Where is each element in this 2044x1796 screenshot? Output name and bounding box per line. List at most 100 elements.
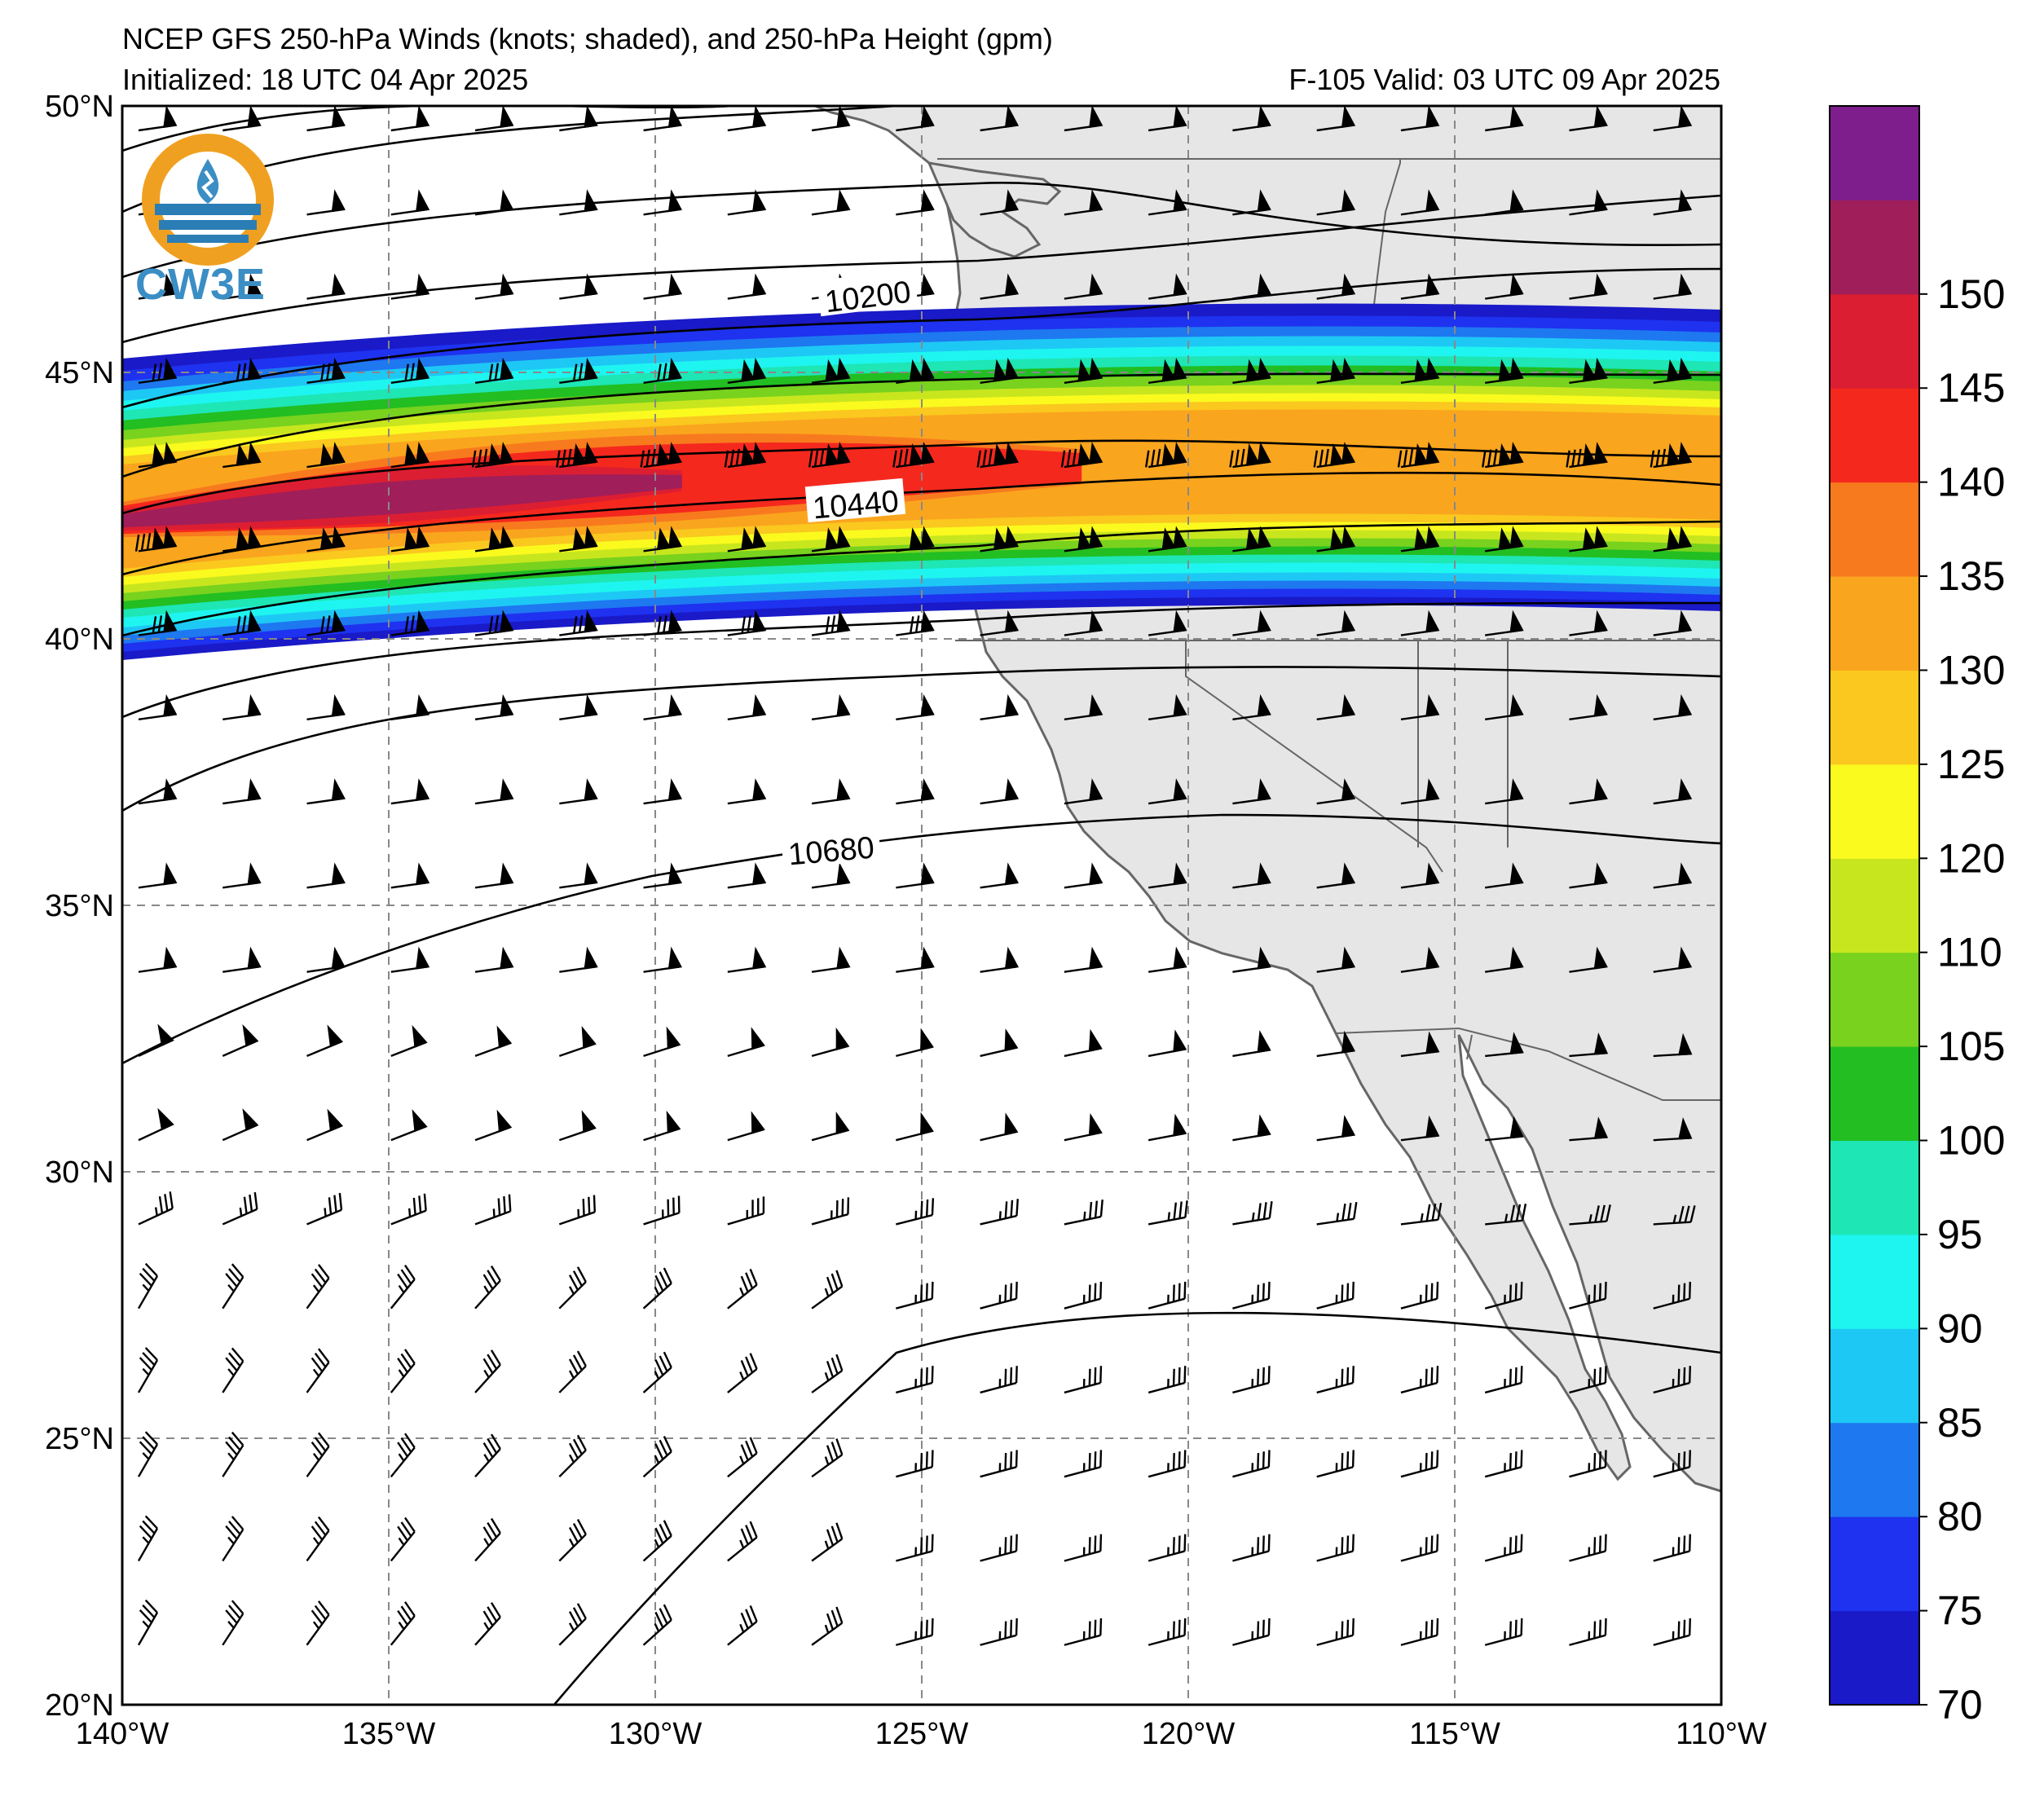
wind-barb bbox=[1485, 1032, 1524, 1058]
colorbar-segment bbox=[1830, 764, 1919, 859]
wind-barb bbox=[1145, 442, 1187, 469]
wind-barb bbox=[390, 1265, 416, 1310]
lat-label: 50°N bbox=[45, 90, 114, 124]
wind-barb bbox=[1148, 946, 1187, 973]
wind-barb bbox=[1064, 1281, 1103, 1310]
wind-barb bbox=[1148, 778, 1187, 805]
wind-barb bbox=[306, 526, 346, 552]
wind-barb bbox=[980, 1534, 1018, 1562]
wind-barb bbox=[896, 357, 935, 384]
wind-barb bbox=[1313, 442, 1356, 469]
wind-barb bbox=[138, 610, 178, 636]
wind-barb bbox=[643, 693, 682, 721]
colorbar-tick-label: 80 bbox=[1937, 1494, 1983, 1539]
lat-label: 45°N bbox=[45, 356, 114, 390]
wind-barb bbox=[306, 1192, 343, 1226]
wind-barb bbox=[811, 1270, 844, 1310]
wind-barb bbox=[138, 1107, 174, 1142]
wind-barb bbox=[558, 1434, 587, 1478]
wind-barb bbox=[138, 106, 178, 132]
wind-barb bbox=[1232, 526, 1271, 552]
wind-barb bbox=[1485, 1204, 1527, 1226]
wind-barb bbox=[137, 1347, 159, 1393]
lon-label: 135°W bbox=[342, 1717, 436, 1751]
wind-barb bbox=[980, 273, 1020, 300]
wind-barb bbox=[1232, 1201, 1273, 1226]
wind-barb bbox=[896, 1111, 934, 1142]
wind-barb bbox=[980, 1112, 1019, 1142]
wind-barb bbox=[1232, 946, 1271, 973]
longitude-labels: 140°W 135°W 130°W 125°W 120°W 115°W 110°W bbox=[76, 1717, 1767, 1751]
wind-barb bbox=[137, 1515, 159, 1562]
wind-barb bbox=[1232, 1114, 1271, 1142]
wind-barb bbox=[1569, 526, 1608, 552]
lon-label: 125°W bbox=[875, 1717, 969, 1751]
wind-barb bbox=[306, 1348, 330, 1393]
wind-barb bbox=[556, 442, 598, 469]
colorbar-tick-label: 145 bbox=[1937, 365, 2005, 411]
wind-barb bbox=[643, 862, 682, 889]
colorbar-segment bbox=[1830, 106, 1919, 200]
wind-barb bbox=[811, 1438, 844, 1478]
lon-label: 140°W bbox=[76, 1717, 170, 1751]
wind-barb bbox=[1653, 1534, 1691, 1562]
wind-barb bbox=[1400, 1450, 1439, 1478]
wind-barb bbox=[1148, 106, 1187, 132]
wind-barb bbox=[643, 357, 682, 384]
wind-barb bbox=[559, 526, 598, 552]
wind-barb bbox=[1232, 1281, 1271, 1310]
wind-barb bbox=[390, 862, 430, 889]
wind-barb bbox=[474, 357, 514, 384]
wind-barb bbox=[727, 1027, 765, 1058]
wind-barb bbox=[1148, 526, 1187, 552]
wind-barb bbox=[390, 1024, 428, 1058]
wind-barb bbox=[474, 862, 514, 889]
colorbar-segment bbox=[1830, 200, 1919, 295]
wind-barb bbox=[1400, 862, 1440, 889]
wind-barb bbox=[896, 189, 935, 216]
wind-barb bbox=[643, 1026, 681, 1058]
colorbar-tick-label: 100 bbox=[1937, 1118, 2005, 1164]
wind-barb bbox=[1484, 1366, 1523, 1394]
wind-barb bbox=[1148, 1029, 1187, 1058]
initialized-time: Initialized: 18 UTC 04 Apr 2025 bbox=[122, 63, 529, 96]
colorbar-tick-label: 130 bbox=[1937, 647, 2005, 693]
wind-barb bbox=[1569, 1204, 1611, 1226]
wind-barb bbox=[896, 1618, 934, 1646]
wind-barb bbox=[390, 1193, 427, 1226]
wind-barb bbox=[1653, 1366, 1691, 1394]
wind-barb bbox=[1232, 189, 1271, 216]
valid-time: F-105 Valid: 03 UTC 09 Apr 2025 bbox=[1289, 63, 1720, 96]
wind-barb bbox=[896, 1281, 934, 1310]
wind-barb bbox=[1400, 693, 1440, 721]
wind-barb bbox=[138, 1191, 174, 1226]
wind-barb bbox=[1484, 1281, 1523, 1310]
wind-barb bbox=[1232, 1030, 1271, 1058]
wind-barb bbox=[1316, 946, 1356, 973]
wind-barb bbox=[222, 1191, 258, 1226]
wind-barb bbox=[1060, 442, 1103, 469]
wind-barb bbox=[306, 1516, 330, 1562]
wind-barb bbox=[976, 442, 1020, 469]
wind-barb bbox=[1316, 1366, 1355, 1394]
wind-barb bbox=[642, 1351, 672, 1393]
wind-barb bbox=[727, 1521, 758, 1562]
wind-barb bbox=[1485, 273, 1524, 300]
wind-barb bbox=[980, 1199, 1019, 1226]
wind-barb bbox=[306, 442, 346, 469]
wind-barb bbox=[980, 106, 1020, 132]
wind-barb bbox=[390, 1433, 416, 1477]
contour-labels: 10200 10440 10680 bbox=[780, 268, 918, 873]
wind-barb bbox=[1400, 1281, 1439, 1310]
wind-barb bbox=[727, 357, 767, 384]
wind-barb bbox=[642, 1604, 672, 1646]
wind-barb bbox=[559, 106, 598, 132]
wind-barb bbox=[896, 1198, 935, 1226]
colorbar-segment bbox=[1830, 388, 1919, 483]
wind-barb bbox=[1569, 1534, 1607, 1562]
wind-barb bbox=[559, 610, 598, 636]
colorbar: 70 75 80 85 90 95 100 105 110 120 125 130 135 140 145 1… bbox=[1829, 105, 2005, 1728]
wind-barb bbox=[1064, 273, 1103, 300]
wind-barb bbox=[1653, 946, 1693, 973]
